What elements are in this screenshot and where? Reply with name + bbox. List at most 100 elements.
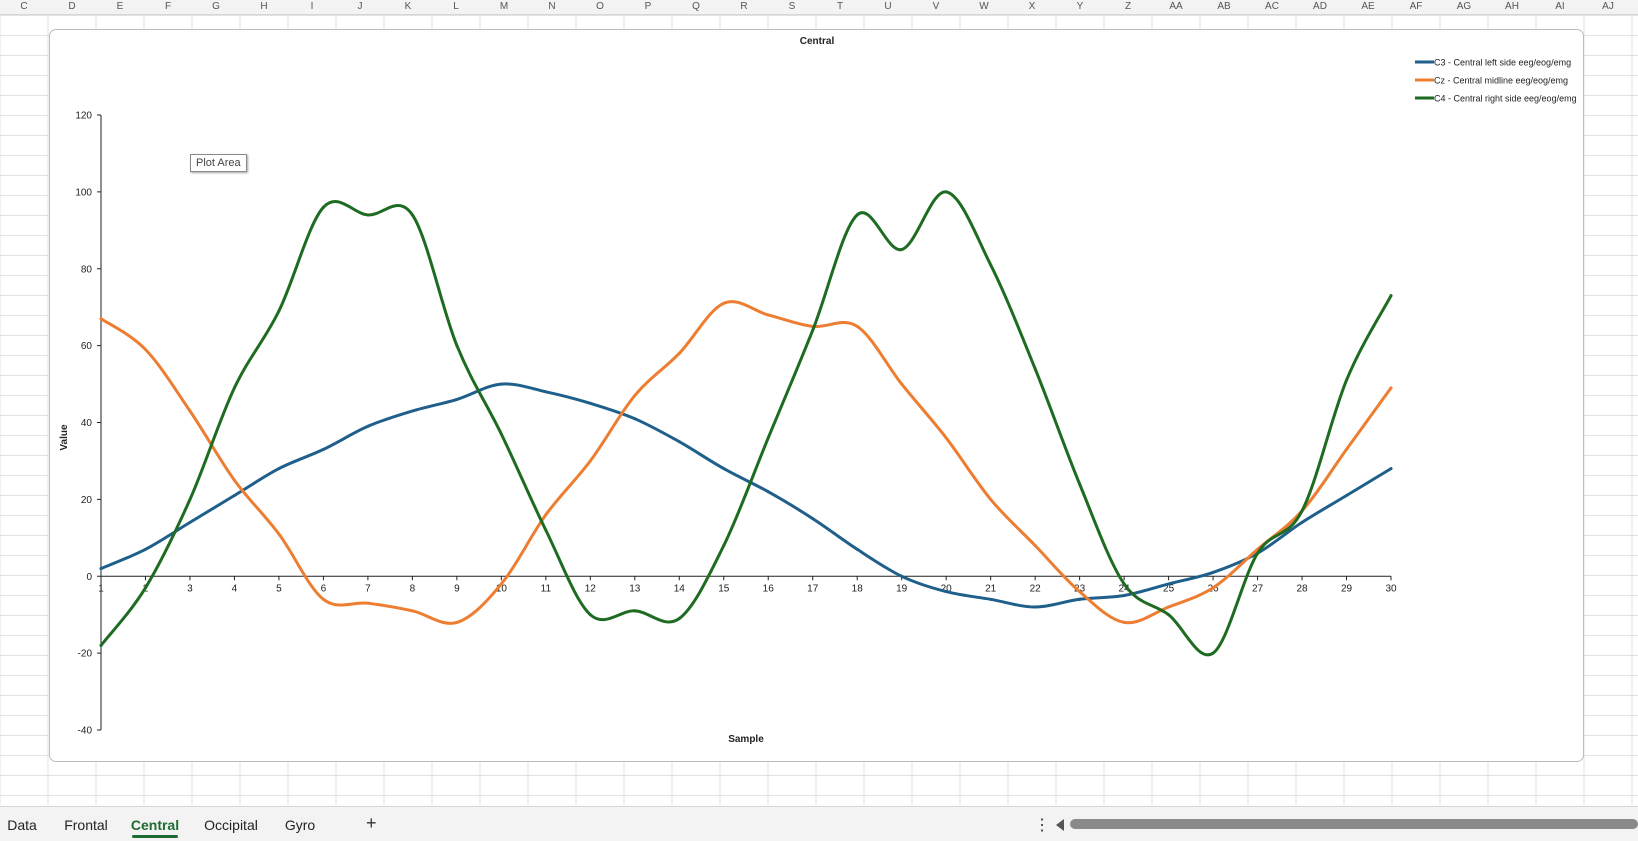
data-point[interactable] [1300,520,1304,524]
data-point[interactable] [455,620,459,624]
data-point[interactable] [1345,378,1349,382]
column-letter[interactable]: H [260,1,268,12]
data-point[interactable] [321,447,325,451]
data-point[interactable] [1211,570,1215,574]
data-point[interactable] [499,432,503,436]
data-point[interactable] [588,613,592,617]
data-point[interactable] [900,574,904,578]
column-letter[interactable]: AF [1409,1,1423,12]
column-letter[interactable]: Z [1124,1,1132,12]
series-line-3[interactable] [99,190,1393,657]
data-point[interactable] [1122,593,1126,597]
column-letter[interactable]: I [310,1,314,12]
data-point[interactable] [722,544,726,547]
data-point[interactable] [1167,582,1171,586]
data-point[interactable] [232,478,236,482]
data-point[interactable] [1167,613,1171,617]
data-point[interactable] [989,597,993,601]
data-point[interactable] [544,528,548,532]
data-point[interactable] [1122,620,1126,624]
data-point[interactable] [232,494,236,498]
column-letter[interactable]: W [979,1,989,12]
data-point[interactable] [277,467,281,471]
column-letter[interactable]: P [644,1,652,12]
column-letter[interactable]: AJ [1602,1,1614,12]
data-point[interactable] [766,490,770,494]
line-chart[interactable]: Central-40-20020406080100120Value1234567… [49,29,1584,762]
data-point[interactable] [633,417,637,421]
column-letter[interactable]: S [788,1,796,12]
add-sheet-button[interactable]: + [366,813,377,833]
column-letter[interactable]: AC [1265,1,1279,12]
data-point[interactable] [1078,597,1082,601]
column-letter[interactable]: AE [1361,1,1375,12]
horizontal-scrollbar[interactable] [1070,819,1638,829]
column-letter[interactable]: AD [1313,1,1327,12]
column-letter[interactable]: AH [1505,1,1519,12]
data-point[interactable] [499,582,503,586]
data-point[interactable] [366,213,370,217]
data-point[interactable] [588,401,592,405]
data-point[interactable] [1389,294,1393,298]
column-letter[interactable]: E [116,1,124,12]
data-point[interactable] [766,436,770,440]
column-letter[interactable]: Y [1076,1,1084,12]
series-line-1[interactable] [99,382,1393,609]
data-point[interactable] [188,520,192,524]
column-letter[interactable]: AB [1217,1,1231,12]
data-point[interactable] [1122,582,1126,586]
data-point[interactable] [99,567,103,571]
data-point[interactable] [944,590,948,594]
data-point[interactable] [900,248,904,252]
data-point[interactable] [410,409,414,413]
data-point[interactable] [722,301,726,305]
data-point[interactable] [277,309,281,313]
data-point[interactable] [989,497,993,501]
column-letter[interactable]: T [836,1,844,12]
data-point[interactable] [410,609,414,613]
column-letter[interactable]: M [499,1,509,12]
data-point[interactable] [900,382,904,386]
data-point[interactable] [722,467,726,471]
data-point[interactable] [1211,586,1215,590]
data-point[interactable] [232,386,236,390]
data-point[interactable] [499,382,503,386]
data-point[interactable] [855,213,859,217]
data-point[interactable] [544,390,548,394]
column-letter[interactable]: AA [1169,1,1183,12]
tab-gyro[interactable]: Gyro [284,817,316,833]
data-point[interactable] [410,213,414,217]
column-letter[interactable]: Q [692,1,700,12]
data-point[interactable] [1078,482,1082,486]
column-letter[interactable]: X [1028,1,1036,12]
data-point[interactable] [766,313,770,317]
column-letter[interactable]: AI [1555,1,1565,12]
tab-occipital[interactable]: Occipital [204,817,258,833]
data-point[interactable] [455,397,459,401]
data-point[interactable] [633,394,637,398]
data-point[interactable] [366,601,370,605]
data-point[interactable] [989,263,993,267]
column-letter[interactable]: K [404,1,412,12]
scroll-left-icon[interactable] [1056,819,1064,831]
column-letter[interactable]: O [596,1,604,12]
data-point[interactable] [677,617,681,621]
tab-central[interactable]: Central [128,814,182,838]
data-point[interactable] [188,497,192,501]
tab-frontal[interactable]: Frontal [64,817,108,833]
column-letter[interactable]: L [453,1,459,12]
data-point[interactable] [1033,544,1037,547]
data-point[interactable] [944,190,948,194]
data-point[interactable] [811,328,815,332]
data-point[interactable] [1345,447,1349,451]
data-point[interactable] [677,351,681,355]
column-letter[interactable]: G [212,1,220,12]
column-letter[interactable]: J [357,1,363,12]
data-point[interactable] [1256,551,1260,555]
data-point[interactable] [1300,509,1304,513]
data-point[interactable] [1167,605,1171,609]
column-letter[interactable]: AG [1456,1,1472,12]
data-point[interactable] [1033,367,1037,371]
data-point[interactable] [1033,605,1037,609]
data-point[interactable] [855,324,859,328]
